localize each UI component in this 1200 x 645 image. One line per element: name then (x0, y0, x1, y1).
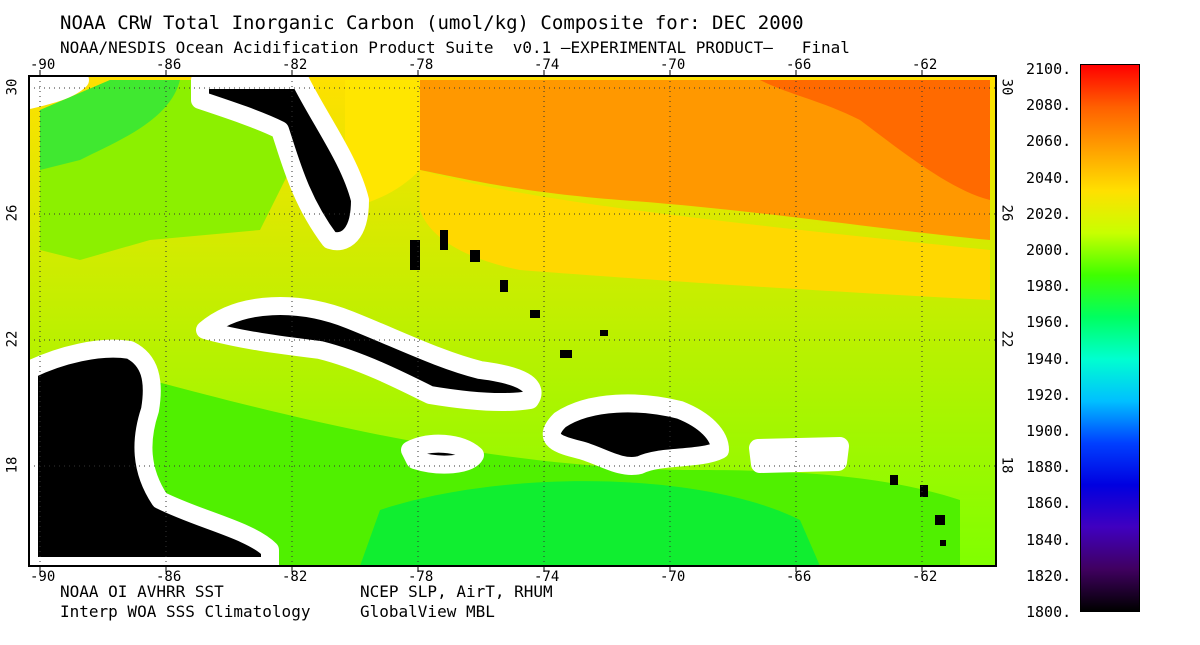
lon-tick-bottom: -66 (786, 569, 812, 585)
hispaniola-landmass (542, 394, 729, 475)
colorbar-tick-label: 1920. (1026, 385, 1072, 404)
credit-sss: Interp WOA SSS Climatology (60, 602, 311, 621)
lon-tick-top: -62 (912, 57, 938, 73)
lon-tick-bottom: -90 (30, 569, 56, 585)
lon-tick-top: -66 (786, 57, 812, 73)
colorbar-tick-label: 1960. (1026, 313, 1072, 332)
colorbar-tick-label: 1800. (1026, 603, 1072, 621)
colorbar-tick-label: 2040. (1026, 168, 1072, 187)
colorbar-tick-label: 2100. (1026, 60, 1072, 78)
colorbar-tick-label: 2060. (1026, 132, 1072, 151)
lon-tick-top: -86 (156, 57, 182, 73)
credit-ncep: NCEP SLP, AirT, RHUM (360, 582, 553, 601)
credit-mbl: GlobalView MBL (360, 602, 495, 621)
map-frame (28, 75, 997, 567)
colorbar-tick-label: 2000. (1026, 241, 1072, 259)
florida-landmass (191, 76, 369, 251)
lesser-antilles-islands (890, 475, 946, 546)
lon-tick-bottom: -70 (660, 569, 686, 585)
lon-tick-bottom: -78 (408, 569, 434, 585)
colorbar-tick-label: 2020. (1026, 204, 1072, 223)
colorbar-tick-label: 1840. (1026, 530, 1072, 549)
colorbar-tick-label: 1820. (1026, 566, 1072, 585)
lon-tick-bottom: -74 (534, 569, 560, 585)
map-title: NOAA CRW Total Inorganic Carbon (umol/kg… (60, 12, 804, 34)
lon-tick-top: -82 (282, 57, 308, 73)
lon-tick-top: -74 (534, 57, 560, 73)
colorbar (1080, 64, 1140, 612)
lon-tick-bottom: -86 (156, 569, 182, 585)
cuba-landmass (196, 297, 542, 412)
puerto-rico-landmass (749, 437, 849, 473)
lon-tick-top: -70 (660, 57, 686, 73)
credit-sst: NOAA OI AVHRR SST (60, 582, 224, 601)
lon-tick-bottom: -82 (282, 569, 308, 585)
lon-tick-top: -78 (408, 57, 434, 73)
high-tco2-region (410, 80, 990, 240)
lon-tick-bottom: -62 (912, 569, 938, 585)
graticule (29, 76, 996, 566)
colorbar-tick-label: 1880. (1026, 458, 1072, 477)
colorbar-tick-label: 1900. (1026, 422, 1072, 440)
lon-tick-top: -90 (30, 57, 56, 73)
bahamas-islands (410, 230, 608, 358)
colorbar-tick-label: 1860. (1026, 494, 1072, 513)
peak-tco2-region (760, 80, 990, 200)
colorbar-tick-label: 1980. (1026, 277, 1072, 296)
map-subtitle: NOAA/NESDIS Ocean Acidification Product … (60, 38, 850, 57)
colorbar-tick-label: 1940. (1026, 349, 1072, 368)
colorbar-tick-label: 2080. (1026, 96, 1072, 115)
central-america-landmass (29, 339, 279, 566)
jamaica-landmass (401, 434, 484, 474)
